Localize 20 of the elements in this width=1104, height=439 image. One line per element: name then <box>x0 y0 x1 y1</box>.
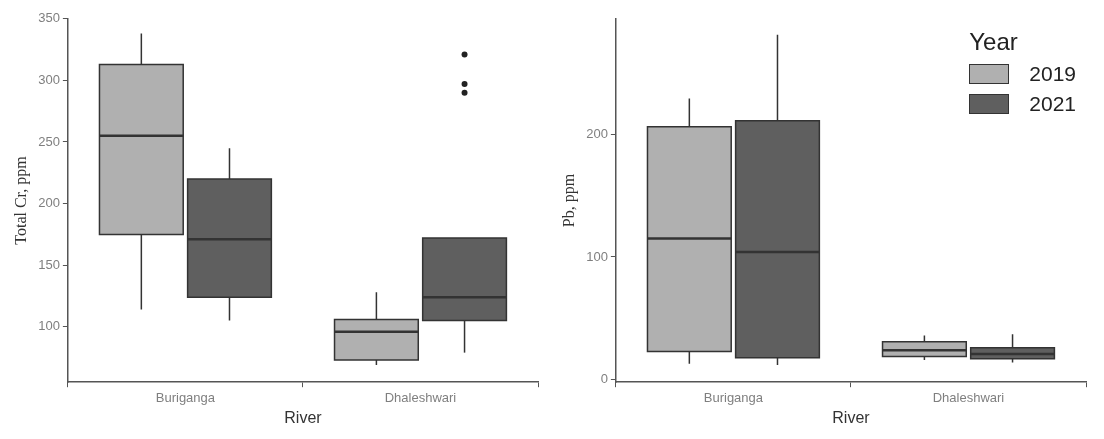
x-axis-title: River <box>284 408 323 426</box>
y-tick-label: 0 <box>600 371 608 387</box>
y-tick-label: 250 <box>38 133 60 149</box>
legend-title: Year <box>969 28 1019 56</box>
y-axis-title: Total Cr, ppm <box>11 155 30 245</box>
legend-label: 2019 <box>1029 62 1076 86</box>
y-tick-label: 150 <box>38 256 60 272</box>
x-tick-label: Buriganga <box>155 389 216 405</box>
x-tick-label: Dhaleshwari <box>932 389 1005 405</box>
x-tick-label: Buriganga <box>703 389 764 405</box>
y-tick-label: 100 <box>38 318 60 334</box>
x-tick-label: Dhaleshwari <box>384 389 457 405</box>
legend-label: 2021 <box>1029 92 1076 116</box>
y-tick-label: 100 <box>586 248 608 264</box>
y-tick-label: 300 <box>38 71 60 87</box>
y-tick-label: 200 <box>586 125 608 141</box>
x-axis-title: River <box>832 408 871 426</box>
y-tick-label: 200 <box>38 195 60 211</box>
y-axis-title: Pb, ppm <box>559 173 578 228</box>
y-tick-label: 350 <box>38 10 60 26</box>
